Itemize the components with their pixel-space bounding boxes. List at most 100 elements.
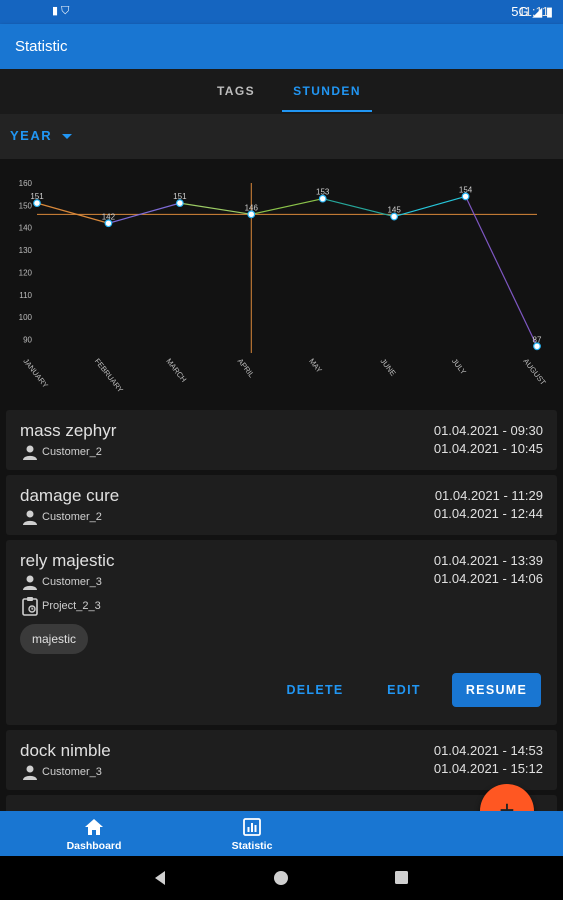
data-label: 87 [533, 335, 542, 344]
back-icon[interactable] [155, 871, 165, 885]
entry-card-expanded[interactable]: rely majestic Customer_3 Project_2_3 maj… [6, 540, 557, 725]
series-segment [251, 198, 323, 215]
delete-button[interactable]: DELETE [286, 683, 344, 697]
x-tick-label: MARCH [164, 357, 188, 384]
y-tick-label: 160 [19, 179, 33, 188]
signal-indicator: 5G ◢ ▮ [511, 4, 553, 20]
person-icon [23, 510, 37, 525]
entry-title: dock nimble [20, 741, 111, 760]
entry-start: 01.04.2021 - 09:30 [433, 423, 543, 438]
recents-icon[interactable] [395, 871, 408, 884]
nav-dashboard[interactable]: Dashboard [34, 811, 154, 856]
person-icon [23, 445, 37, 460]
data-point [175, 199, 184, 208]
x-tick-label: JULY [450, 357, 468, 377]
y-tick-label: 140 [19, 224, 33, 233]
entry-start: 01.04.2021 - 14:53 [433, 743, 543, 758]
y-tick-label: 110 [19, 291, 32, 300]
period-dropdown-label: YEAR [10, 128, 53, 143]
nav-statistic-label: Statistic [231, 840, 273, 852]
entry-title: mass zephyr [20, 421, 117, 440]
data-label: 151 [173, 192, 187, 201]
series-segment [179, 202, 252, 215]
x-tick-label: AUGUST [521, 357, 548, 387]
data-point [33, 199, 41, 208]
x-tick-label: JUNE [379, 357, 398, 378]
nav-statistic[interactable]: Statistic [192, 811, 312, 856]
tab-stunden[interactable]: STUNDEN [293, 84, 361, 98]
data-point [247, 210, 256, 219]
entry-card[interactable]: damage cure Customer_2 01.04.2021 - 11:2… [6, 475, 557, 535]
entry-end: 01.04.2021 - 12:44 [433, 506, 543, 521]
entry-card[interactable] [6, 795, 557, 811]
period-dropdown[interactable]: YEAR [10, 128, 73, 143]
data-point [318, 194, 327, 203]
edit-button[interactable]: EDIT [387, 683, 421, 697]
status-bar: 11:11 ▮ ⛉ 5G ◢ ▮ [0, 0, 563, 24]
entry-end: 01.04.2021 - 14:06 [433, 571, 543, 586]
entry-card[interactable]: mass zephyr Customer_2 01.04.2021 - 09:3… [6, 410, 557, 470]
entry-title: damage cure [20, 486, 120, 505]
signal-icon: ◢ [532, 4, 543, 19]
data-label: 154 [459, 185, 473, 194]
data-label: 153 [316, 188, 330, 197]
data-point [390, 212, 399, 221]
series-segment [108, 202, 181, 224]
data-label: 145 [387, 206, 401, 215]
entry-card[interactable]: dock nimble Customer_3 01.04.2021 - 14:5… [6, 730, 557, 790]
series-segment [322, 198, 395, 218]
entry-end: 01.04.2021 - 15:12 [433, 761, 543, 776]
entry-start: 01.04.2021 - 11:29 [434, 488, 543, 503]
data-label: 151 [30, 192, 44, 201]
y-tick-label: 90 [23, 336, 32, 345]
y-tick-label: 150 [19, 201, 33, 210]
caret-down-icon [62, 134, 73, 140]
data-label: 142 [102, 212, 116, 221]
entry-start: 01.04.2021 - 13:39 [433, 553, 543, 568]
app-bar: Statistic [0, 24, 563, 69]
entry-title: rely majestic [20, 551, 115, 570]
y-tick-label: 120 [19, 268, 33, 277]
customer-name: Customer_3 [42, 576, 102, 588]
series-segment [393, 195, 466, 218]
filter-bar: YEAR [0, 114, 563, 159]
chart-area: 90 100 110 120 130 140 150 160 151 142 151 146 153 14… [0, 159, 563, 404]
tab-bar: TAGS STUNDEN [0, 69, 563, 114]
person-icon [23, 575, 37, 590]
customer-name: Customer_2 [42, 446, 102, 458]
tag-chip[interactable]: majestic [20, 624, 89, 654]
clipboard-icon [22, 597, 38, 616]
x-tick-label: MAY [307, 357, 324, 375]
data-label: 146 [245, 203, 259, 212]
tab-tags[interactable]: TAGS [216, 84, 256, 98]
entry-end: 01.04.2021 - 10:45 [433, 441, 543, 456]
project-name: Project_2_3 [42, 600, 101, 612]
system-nav-buttons [155, 871, 408, 885]
series-segment [465, 196, 538, 347]
page-title: Statistic [15, 38, 68, 55]
network-type: 5G [511, 4, 529, 19]
notification-icons: ▮ ⛉ [52, 5, 70, 17]
clock: 11:11 [518, 4, 549, 19]
data-point [104, 219, 113, 228]
tab-indicator [282, 110, 372, 112]
x-tick-label: FEBRUARY [93, 357, 125, 395]
nav-dashboard-label: Dashboard [66, 840, 122, 852]
resume-button[interactable]: RESUME [452, 673, 541, 707]
data-point [533, 342, 541, 351]
customer-name: Customer_3 [42, 766, 102, 778]
y-tick-label: 130 [19, 246, 33, 255]
entries-list[interactable]: mass zephyr Customer_2 01.04.2021 - 09:3… [0, 404, 563, 811]
y-tick-label: 100 [19, 313, 33, 322]
bottom-nav: Dashboard Statistic [0, 811, 563, 856]
series-segment [36, 202, 109, 224]
customer-name: Customer_2 [42, 511, 102, 523]
x-tick-label: APRIL [236, 357, 256, 380]
line-chart: 90 100 110 120 130 140 150 160 151 142 151 146 153 14… [19, 179, 548, 395]
person-icon [23, 765, 37, 780]
system-nav-bar [0, 856, 563, 900]
chart-icon [243, 818, 261, 836]
x-tick-label: JANUARY [21, 357, 50, 390]
battery-icon: ▮ [545, 4, 553, 19]
home-circle-icon[interactable] [274, 871, 288, 885]
